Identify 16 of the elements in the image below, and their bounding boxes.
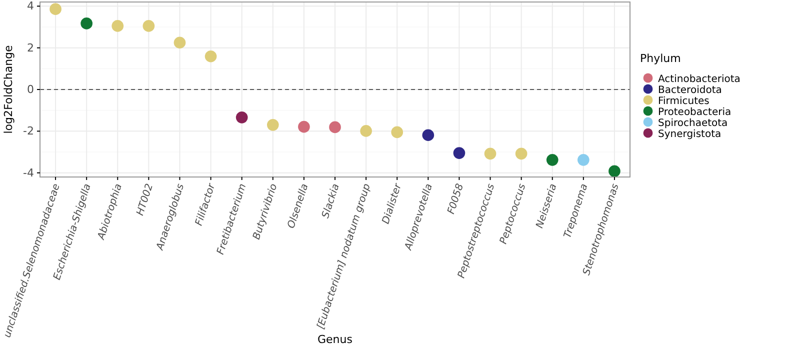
y-tick-label: -4: [23, 166, 34, 180]
y-tick-label: 0: [27, 83, 34, 96]
legend-label: Actinobacteriota: [658, 74, 740, 85]
y-tick-label: 2: [27, 41, 34, 54]
y-axis-title: log2FoldChange: [2, 44, 15, 134]
y-tick-label: 4: [27, 0, 34, 13]
legend-title: Phylum: [640, 52, 681, 65]
y-tick-label: -2: [23, 124, 34, 138]
x-axis-title: Genus: [318, 333, 353, 346]
legend-label: Firmicutes: [658, 96, 710, 107]
legend-label: Spirochaetota: [658, 118, 728, 129]
legend-label: Bacteroidota: [658, 85, 722, 96]
x-tick-label: Slackia: [320, 182, 342, 220]
x-tick-label: HT002: [134, 182, 156, 218]
legend-label: Synergistota: [658, 129, 722, 140]
legend-label: Proteobacteria: [658, 107, 732, 118]
